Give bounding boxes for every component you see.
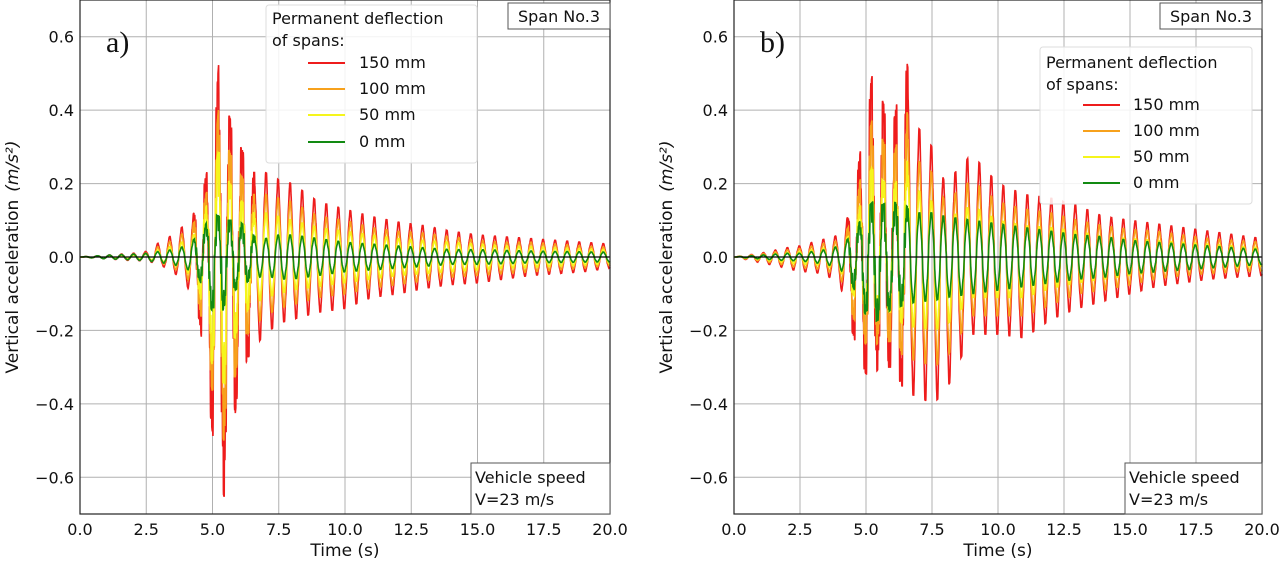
x-tick-label: 12.5 (393, 520, 429, 539)
speed-annotation-box (470, 462, 611, 515)
y-axis-label: Vertical acceleration (m/s²) (3, 141, 23, 374)
x-tick-label: 17.5 (1178, 520, 1214, 539)
legend-title-line1: Permanent deflection (1046, 53, 1217, 72)
chart-panel-a: 0.0 2.5 5.0 7.5 10.0 12.5 15.0 17.5 20.0 0.6 0.4 0.… (3, 0, 628, 561)
x-axis-label: Time (s) (962, 541, 1032, 561)
panel-label: a) (106, 26, 129, 59)
x-tick-label: 20.0 (592, 520, 628, 539)
y-axis-label-text: Vertical acceleration (3, 200, 23, 374)
y-tick-label: 0.4 (703, 101, 728, 120)
x-tick-label: 10.0 (980, 520, 1016, 539)
speed-annotation-line2: V=23 m/s (475, 490, 554, 509)
span-annotation: Span No.3 (1170, 7, 1252, 26)
legend-box (265, 4, 478, 164)
plot-frame (733, 0, 1263, 515)
plot-frame (79, 0, 611, 515)
x-tick-label: 10.0 (327, 520, 363, 539)
chart-panel-b: 0.0 2.5 5.0 7.5 10.0 12.5 15.0 17.5 20.0 0.6 0.4 0.… (657, 0, 1280, 561)
legend-title-line1: Permanent deflection (272, 9, 443, 28)
legend: Permanent deflection of spans: 150 mm 100 m… (265, 4, 478, 164)
speed-annotation-box (1124, 462, 1263, 515)
y-tick-label: −0.6 (689, 468, 728, 487)
x-tick-label: 7.5 (919, 520, 944, 539)
legend-entry: 0 mm (1133, 173, 1179, 192)
series-line-0-mm (80, 213, 611, 312)
speed-annotation-line1: Vehicle speed (475, 468, 586, 487)
x-tick-label: 2.5 (787, 520, 812, 539)
legend-entry: 150 mm (359, 53, 426, 72)
x-axis-label: Time (s) (309, 541, 379, 561)
x-tick-label: 15.0 (1112, 520, 1148, 539)
y-tick-label: −0.4 (689, 395, 728, 414)
speed-annotation-line2: V=23 m/s (1129, 490, 1208, 509)
y-tick-label: −0.2 (35, 321, 74, 340)
legend-entry: 100 mm (1133, 121, 1200, 140)
span-annotation: Span No.3 (518, 7, 600, 26)
y-axis-label-text: Vertical acceleration (657, 200, 677, 374)
y-tick-label: 0.0 (49, 248, 74, 267)
legend-box (1039, 46, 1253, 205)
x-tick-label: 5.0 (200, 520, 225, 539)
legend-entry: 150 mm (1133, 95, 1200, 114)
legend-entry: 50 mm (359, 105, 416, 124)
y-tick-label: −0.6 (35, 468, 74, 487)
x-tick-label: 0.0 (67, 520, 92, 539)
y-tick-label: 0.0 (703, 248, 728, 267)
y-tick-label: −0.2 (689, 321, 728, 340)
y-tick-label: −0.4 (35, 395, 74, 414)
y-tick-label: 0.4 (49, 101, 74, 120)
panel-label: b) (760, 26, 785, 59)
legend-entry: 50 mm (1133, 147, 1190, 166)
x-tick-label: 17.5 (526, 520, 562, 539)
y-axis-label-unit: (m/s²) (3, 141, 23, 192)
x-tick-label: 5.0 (853, 520, 878, 539)
legend-entry: 100 mm (359, 79, 426, 98)
y-tick-label: 0.6 (49, 28, 74, 47)
legend: Permanent deflection of spans: 150 mm 100 m… (1039, 46, 1253, 205)
y-tick-label: 0.6 (703, 28, 728, 47)
y-axis-label: Vertical acceleration (m/s²) (657, 141, 677, 374)
legend-title-line2: of spans: (1046, 75, 1119, 94)
y-axis-label-unit: (m/s²) (657, 141, 677, 192)
x-tick-label: 2.5 (134, 520, 159, 539)
legend-entry: 0 mm (359, 132, 405, 151)
x-tick-label: 0.0 (721, 520, 746, 539)
x-tick-label: 15.0 (460, 520, 496, 539)
span-annotation-box (507, 2, 611, 30)
y-tick-label: 0.2 (49, 175, 74, 194)
legend-title-line2: of spans: (272, 31, 345, 50)
series-line-0-mm (734, 201, 1263, 323)
x-tick-label: 12.5 (1046, 520, 1082, 539)
x-tick-label: 7.5 (266, 520, 291, 539)
y-tick-label: 0.2 (703, 175, 728, 194)
span-annotation-box (1159, 2, 1263, 30)
x-tick-label: 20.0 (1244, 520, 1280, 539)
speed-annotation-line1: Vehicle speed (1129, 468, 1240, 487)
